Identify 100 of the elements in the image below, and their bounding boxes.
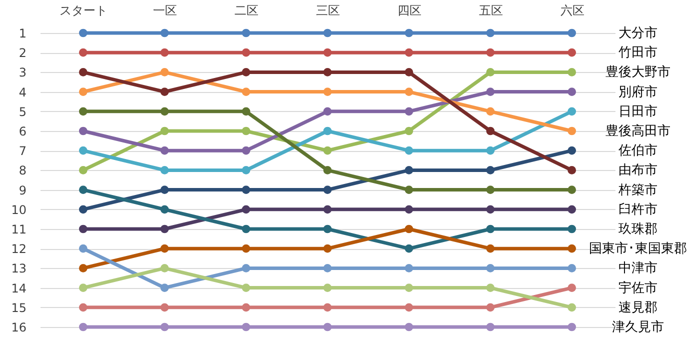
point: [242, 146, 250, 155]
y-tick-label: 2: [18, 46, 26, 60]
point: [323, 48, 332, 57]
point: [160, 284, 169, 292]
point: [486, 224, 495, 234]
point: [242, 48, 250, 57]
y-tick-label: 15: [11, 300, 26, 315]
point: [323, 322, 332, 332]
x-tick-label: 五区: [478, 4, 503, 18]
text: 津久見市: [612, 320, 664, 335]
point: [242, 284, 250, 292]
point: [78, 48, 88, 57]
point: [242, 166, 250, 174]
point: [323, 88, 332, 96]
point: [323, 205, 332, 214]
point: [160, 264, 169, 272]
y-tick-label: 9: [18, 183, 26, 198]
text: 速見郡: [618, 300, 658, 316]
point: [323, 284, 332, 292]
point: [404, 322, 414, 332]
point: [486, 28, 495, 38]
x-tick-label: 二区: [234, 4, 259, 18]
text: 臼杵市: [618, 202, 658, 218]
point: [486, 88, 495, 96]
point: [568, 284, 576, 292]
point: [78, 107, 88, 116]
point: [568, 224, 576, 234]
point: [78, 244, 88, 253]
text: 宇佐市: [618, 280, 658, 296]
point: [404, 244, 414, 253]
y-tick-label: 13: [11, 262, 26, 276]
text: 竹田市: [618, 46, 658, 61]
point: [160, 48, 169, 57]
point: [160, 244, 169, 253]
text: 杵築市: [617, 182, 658, 198]
point: [404, 303, 414, 312]
point: [404, 205, 414, 214]
point: [242, 126, 250, 136]
point: [242, 224, 250, 234]
point: [486, 126, 495, 136]
x-tick-label: 三区: [316, 4, 340, 18]
text: 大分市: [618, 26, 658, 41]
point: [160, 146, 169, 155]
point: [323, 126, 332, 136]
point: [78, 224, 88, 234]
point: [404, 68, 414, 76]
point: [486, 48, 495, 57]
text: 佐伯市: [618, 144, 658, 159]
point: [78, 264, 88, 272]
point: [568, 146, 576, 155]
point: [323, 244, 332, 253]
point: [78, 68, 88, 76]
point: [160, 322, 169, 332]
point: [404, 107, 414, 116]
y-tick-label: 12: [11, 242, 26, 256]
point: [323, 224, 332, 234]
point: [323, 107, 332, 116]
point: [486, 166, 495, 174]
y-tick-label: 16: [11, 320, 26, 334]
point: [323, 186, 332, 194]
y-tick-label: 11: [11, 222, 26, 236]
point: [568, 107, 576, 116]
point: [486, 205, 495, 214]
point: [486, 322, 495, 332]
y-tick-label: 7: [18, 144, 26, 158]
point: [568, 264, 576, 272]
point: [78, 186, 88, 194]
point: [242, 322, 250, 332]
y-tick-label: 8: [18, 164, 26, 178]
point: [486, 244, 495, 253]
text: 豊後大野市: [605, 65, 670, 80]
point: [568, 244, 576, 253]
point: [242, 244, 250, 253]
point: [160, 28, 169, 38]
point: [78, 284, 88, 292]
point: [568, 48, 576, 57]
point: [568, 126, 576, 136]
point: [160, 303, 169, 312]
point: [323, 146, 332, 155]
y-tick-label: 6: [18, 124, 26, 138]
x-tick-label: 四区: [397, 4, 422, 18]
point: [323, 166, 332, 174]
point: [242, 68, 250, 76]
point: [242, 186, 250, 194]
point: [78, 322, 88, 332]
series-label: 国東市･東国東郡: [588, 242, 687, 257]
point: [323, 303, 332, 312]
y-tick-label: 14: [11, 281, 26, 296]
point: [404, 28, 414, 38]
point: [160, 166, 169, 174]
point: [568, 322, 576, 332]
point: [160, 68, 169, 76]
point: [242, 303, 250, 312]
point: [323, 264, 332, 272]
point: [404, 166, 414, 174]
text: 由布市: [618, 163, 658, 178]
point: [486, 68, 495, 76]
point: [323, 28, 332, 38]
point: [78, 126, 88, 136]
point: [404, 264, 414, 272]
